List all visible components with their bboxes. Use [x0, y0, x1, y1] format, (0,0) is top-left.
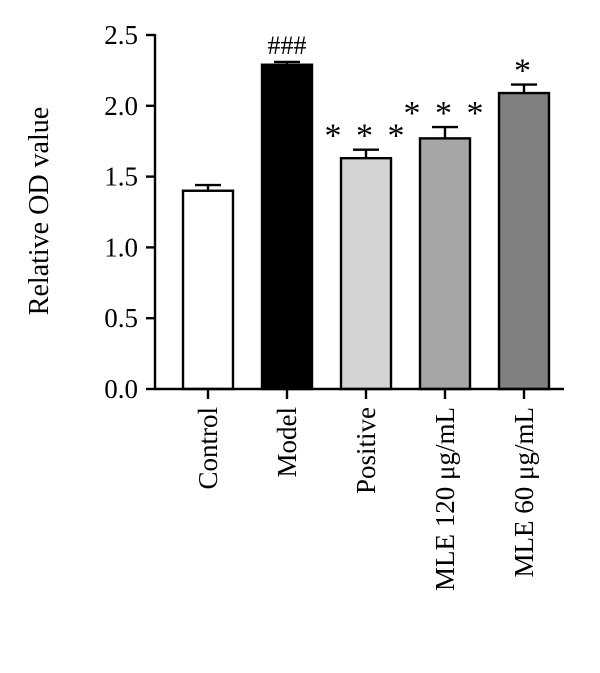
y-tick-label: 1.0 [104, 232, 138, 262]
y-tick-label: 0.5 [104, 303, 138, 333]
bar [260, 63, 314, 391]
y-axis: 0.0 0.5 1.0 1.5 2.0 2.5 [104, 20, 157, 404]
significance-label: ### [268, 31, 307, 60]
x-category-label: Model [272, 407, 302, 478]
significance-label: * * * [404, 95, 487, 132]
x-category-label: Control [193, 407, 223, 490]
x-category-label: MLE 120 μg/mL [430, 407, 460, 591]
significance-label: * [514, 53, 534, 90]
bar [418, 137, 472, 391]
bars-group: ### * * ** * * * [181, 31, 551, 391]
x-category-label: Positive [351, 407, 381, 494]
y-tick-label: 1.5 [104, 162, 138, 192]
y-axis-title: Relative OD value [24, 107, 55, 315]
y-tick-label: 2.5 [104, 20, 138, 50]
x-category-label: MLE 60 μg/mL [509, 407, 539, 577]
y-tick-label: 2.0 [104, 91, 138, 121]
bar [497, 91, 551, 391]
bar [339, 156, 393, 391]
bar [181, 189, 235, 391]
y-tick-label: 0.0 [104, 374, 138, 404]
significance-label: * * * [325, 118, 408, 155]
x-axis: Control Model Positive MLE 120 μg/mL MLE 60 … [155, 387, 564, 591]
